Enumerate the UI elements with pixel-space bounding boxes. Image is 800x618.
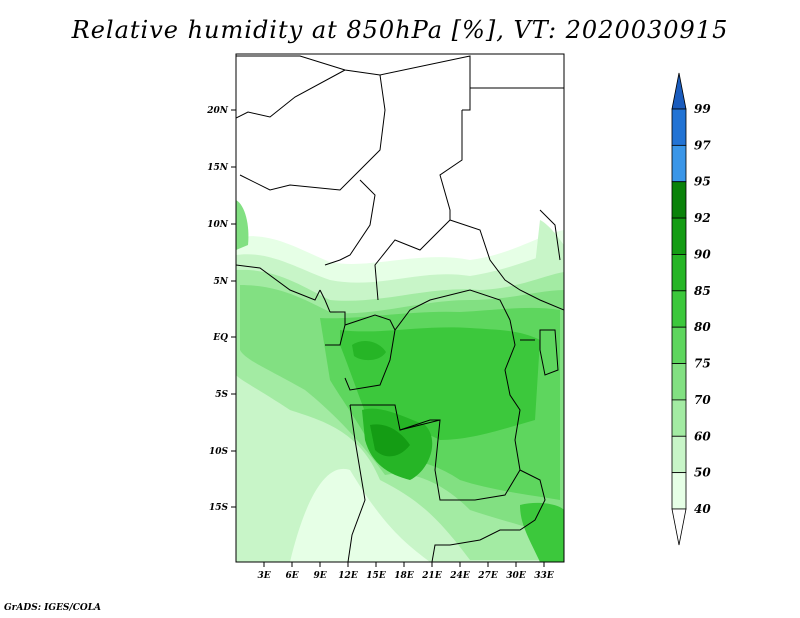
lon-label: 30E [506, 571, 526, 581]
lat-label: 5N [214, 277, 229, 287]
colorbar-label: 95 [694, 175, 711, 189]
colorbar-label: 70 [694, 393, 711, 407]
colorbar-box [671, 435, 687, 474]
lon-label: 24E [449, 571, 470, 581]
lat-label: 15S [209, 503, 229, 513]
grads-credit: GrADS: IGES/COLA [4, 603, 102, 613]
lon-label: 6E [285, 571, 298, 581]
colorbar-box [671, 399, 687, 437]
lat-label: 10S [209, 447, 229, 457]
latitude-axis: 20N 15N 10N 5N EQ 5S 10S 15S [206, 106, 236, 513]
map-title: Relative humidity at 850hPa [%], VT: 202… [71, 16, 729, 44]
colorbar-label: 90 [694, 247, 711, 261]
lon-label: 18E [394, 571, 414, 581]
colorbar-box [671, 363, 687, 401]
colorbar-top-triangle [671, 72, 687, 110]
lat-label: 15N [207, 163, 229, 173]
lon-label: 15E [366, 571, 386, 581]
humidity-field [236, 200, 564, 562]
colorbar-box [671, 472, 687, 510]
map-panel [235, 53, 565, 563]
colorbar-label: 60 [694, 429, 711, 443]
lon-label: 9E [313, 571, 326, 581]
lat-label: EQ [212, 333, 228, 343]
colorbar-label: 85 [694, 284, 711, 298]
colorbar-box [671, 254, 687, 292]
lat-label: 20N [206, 106, 229, 116]
lon-label: 21E [421, 571, 442, 581]
colorbar-label: 80 [694, 320, 711, 334]
colorbar-label: 40 [694, 502, 711, 516]
longitude-axis: 3E 6E 9E 12E 15E 18E 21E 24E 27E 30E 33E [257, 562, 554, 581]
colorbar-box [671, 181, 687, 219]
lat-label: 10N [207, 220, 229, 230]
colorbar-box [671, 217, 687, 255]
colorbar-label: 97 [694, 138, 711, 152]
lon-label: 12E [338, 571, 358, 581]
colorbar-label: 75 [694, 357, 711, 371]
map-frame [235, 53, 565, 563]
colorbar-box [671, 290, 687, 328]
country-borders [236, 55, 564, 562]
colorbar-bottom-triangle [671, 508, 687, 546]
colorbar-label: 92 [694, 211, 711, 225]
colorbar-box [671, 108, 687, 146]
colorbar: 99 97 95 92 90 85 80 75 70 60 50 40 [671, 72, 711, 546]
colorbar-box [671, 144, 687, 183]
lon-label: 3E [257, 571, 270, 581]
colorbar-label: 99 [694, 102, 711, 116]
colorbar-box [671, 326, 687, 364]
lon-label: 27E [477, 571, 498, 581]
lon-label: 33E [534, 571, 554, 581]
lat-label: 5S [215, 390, 228, 400]
colorbar-label: 50 [694, 466, 711, 480]
